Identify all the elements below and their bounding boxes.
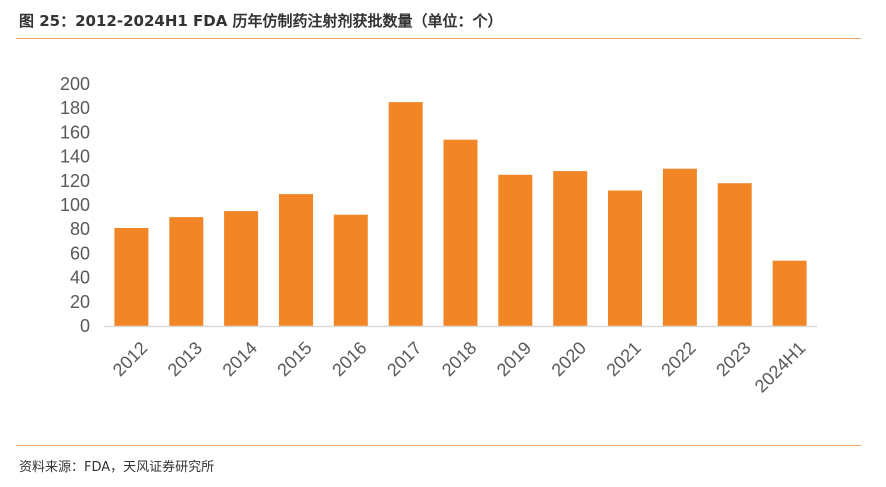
bar <box>662 168 697 326</box>
y-tick-label: 0 <box>80 316 90 336</box>
y-tick-label: 80 <box>70 219 90 239</box>
bars <box>114 102 807 327</box>
y-tick-label: 60 <box>70 243 90 263</box>
source-note: 资料来源：FDA，天风证券研究所 <box>19 460 215 475</box>
bar <box>553 171 588 326</box>
x-tick-label: 2012 <box>109 338 151 380</box>
bar <box>169 217 204 326</box>
y-tick-label: 20 <box>70 292 90 312</box>
x-tick-label: 2021 <box>602 338 644 380</box>
bar <box>224 211 259 326</box>
bar <box>279 194 313 326</box>
x-tick-label: 2018 <box>438 338 480 380</box>
x-tick-label: 2024H1 <box>751 338 810 397</box>
bar <box>498 174 533 327</box>
x-tick-label: 2022 <box>657 338 699 380</box>
y-tick-label: 160 <box>60 122 90 142</box>
bar <box>608 190 642 326</box>
y-axis-ticks: 0 20 40 60 80 100 120 140 160 180 200 <box>60 74 90 336</box>
x-tick-label: 2019 <box>493 338 535 380</box>
bar <box>114 228 149 326</box>
y-tick-label: 200 <box>60 74 90 94</box>
x-tick-label: 2016 <box>328 338 370 380</box>
bar <box>388 102 423 326</box>
x-tick-label: 2020 <box>548 338 590 380</box>
bar <box>443 139 478 326</box>
y-tick-label: 100 <box>60 195 90 215</box>
x-axis-ticks: 2012 2013 2014 2015 2016 2017 2018 2019 2020 2021… <box>109 338 810 397</box>
x-tick-label: 2017 <box>383 338 425 380</box>
bar <box>717 183 752 326</box>
bar <box>772 260 807 326</box>
x-tick-label: 2015 <box>273 338 315 380</box>
bar <box>333 214 368 326</box>
x-tick-label: 2023 <box>712 338 754 380</box>
figure-title: 图 25：2012-2024H1 FDA 历年仿制药注射剂获批数量（单位：个） <box>19 12 503 30</box>
source-divider <box>16 445 861 446</box>
y-tick-label: 180 <box>60 98 90 118</box>
x-tick-label: 2013 <box>164 338 206 380</box>
x-tick-label: 2014 <box>219 338 261 380</box>
y-tick-label: 40 <box>70 268 90 288</box>
bar-chart: 0 20 40 60 80 100 120 140 160 180 200 2012 2013 2014… <box>60 74 817 397</box>
y-tick-label: 140 <box>60 147 90 167</box>
title-divider <box>16 38 861 39</box>
y-tick-label: 120 <box>60 171 90 191</box>
